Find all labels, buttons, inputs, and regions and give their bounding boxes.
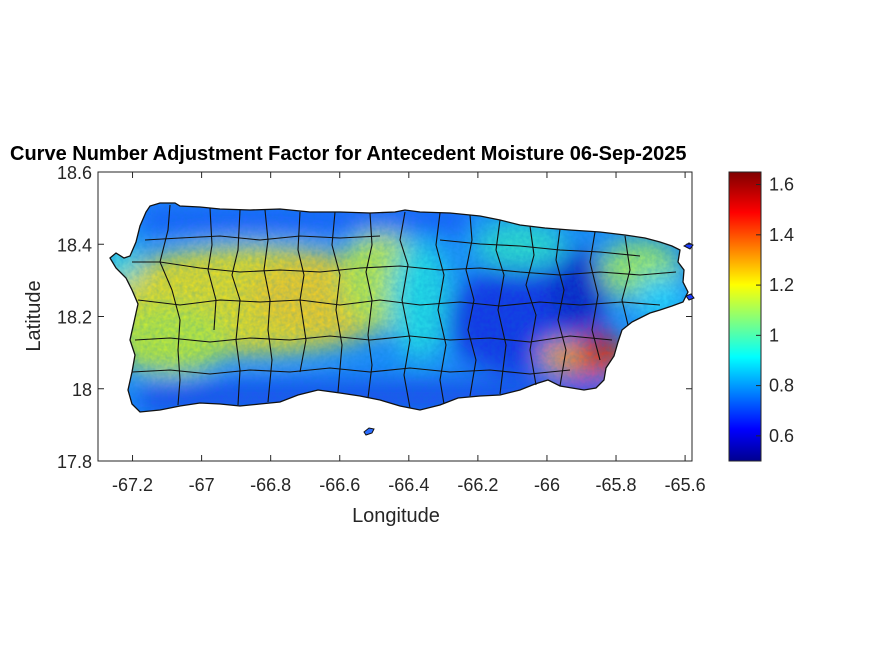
municipality-boundary (131, 367, 571, 375)
municipality-boundary (435, 212, 447, 405)
colorbar-tick-label: 0.8 (769, 376, 794, 396)
municipality-boundary (555, 228, 567, 387)
municipality-boundary (207, 207, 217, 331)
municipality-boundary (365, 212, 373, 399)
municipality-boundary (621, 235, 631, 326)
x-tick-label: -65.6 (665, 475, 706, 495)
east-islet (685, 293, 695, 301)
colorbar-tick-label: 1.6 (769, 175, 794, 195)
y-tick-label: 18.4 (57, 235, 92, 255)
y-axis-label: Latitude (23, 280, 45, 351)
chart-title: Curve Number Adjustment Factor for Antec… (10, 143, 687, 165)
x-tick-label: -66.8 (250, 475, 291, 495)
x-tick-label: -66.6 (319, 475, 360, 495)
x-tick-label: -65.8 (596, 475, 637, 495)
municipality-boundary (263, 209, 273, 403)
municipality-boundary (399, 211, 411, 409)
x-axis-label: Longitude (352, 505, 440, 527)
municipality-boundary (231, 209, 241, 406)
x-tick-label: -66 (534, 475, 560, 495)
island-outline (109, 202, 689, 413)
municipality-boundary (132, 261, 677, 276)
caja-de-muertos-island (363, 427, 375, 436)
y-tick-label: 18.2 (57, 308, 92, 328)
x-tick-label: -66.4 (388, 475, 429, 495)
colorbar-tick-label: 1.2 (769, 275, 794, 295)
colorbar-tick-label: 1 (769, 325, 779, 345)
colorbar-tick-label: 1.4 (769, 225, 794, 245)
municipality-boundary (465, 214, 477, 397)
x-tick-label: -67.2 (112, 475, 153, 495)
x-tick-label: -67 (189, 475, 215, 495)
municipality-boundary (439, 239, 641, 257)
x-tick-label: -66.2 (457, 475, 498, 495)
municipality-boundary (144, 235, 381, 241)
y-tick-label: 18 (72, 380, 92, 400)
y-tick-label: 18.6 (57, 163, 92, 183)
municipality-boundary (331, 211, 343, 393)
y-tick-label: 17.8 (57, 452, 92, 472)
moisture-heatmap (110, 203, 688, 412)
colorbar-tick-label: 0.6 (769, 426, 794, 446)
municipality-boundary (297, 211, 307, 373)
municipality-boundary (525, 225, 537, 386)
municipality-boundary (134, 335, 613, 343)
municipality-boundary (137, 299, 661, 307)
municipality-boundaries (131, 204, 677, 409)
colorbar (728, 171, 762, 462)
